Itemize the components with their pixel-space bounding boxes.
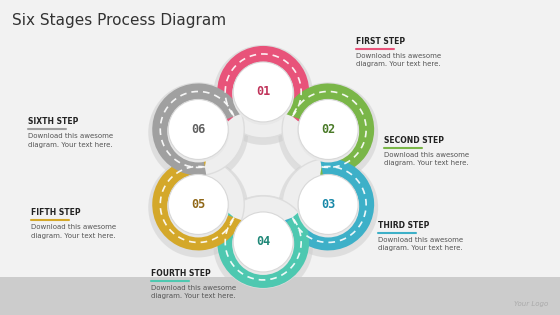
Wedge shape bbox=[152, 158, 241, 250]
Wedge shape bbox=[217, 212, 309, 288]
Text: 03: 03 bbox=[321, 198, 335, 211]
Text: 02: 02 bbox=[321, 123, 335, 136]
Circle shape bbox=[298, 100, 358, 159]
Circle shape bbox=[168, 175, 228, 234]
Text: Six Stages Process Diagram: Six Stages Process Diagram bbox=[12, 13, 226, 28]
Circle shape bbox=[278, 83, 378, 182]
Circle shape bbox=[217, 46, 309, 138]
Text: 01: 01 bbox=[256, 85, 270, 99]
Text: THIRD STEP: THIRD STEP bbox=[378, 221, 430, 230]
Wedge shape bbox=[285, 158, 374, 250]
Circle shape bbox=[297, 100, 359, 163]
Circle shape bbox=[148, 158, 248, 257]
Circle shape bbox=[167, 100, 229, 163]
Circle shape bbox=[233, 62, 293, 122]
Circle shape bbox=[168, 100, 228, 159]
Text: FIFTH STEP: FIFTH STEP bbox=[31, 208, 81, 217]
Bar bbox=[0, 279, 560, 315]
Circle shape bbox=[298, 175, 358, 234]
Text: FIRST STEP: FIRST STEP bbox=[356, 37, 405, 46]
Circle shape bbox=[152, 83, 244, 175]
Circle shape bbox=[217, 196, 309, 288]
Circle shape bbox=[232, 63, 294, 125]
Circle shape bbox=[233, 212, 293, 272]
Circle shape bbox=[232, 213, 294, 275]
Text: Download this awesome
diagram. Your text here.: Download this awesome diagram. Your text… bbox=[28, 133, 113, 147]
Bar bbox=[0, 277, 560, 315]
Text: Download this awesome
diagram. Your text here.: Download this awesome diagram. Your text… bbox=[384, 152, 469, 166]
Wedge shape bbox=[217, 46, 309, 122]
Text: Download this awesome
diagram. Your text here.: Download this awesome diagram. Your text… bbox=[151, 285, 236, 299]
Circle shape bbox=[282, 158, 374, 250]
Text: 05: 05 bbox=[191, 198, 206, 211]
Circle shape bbox=[278, 158, 378, 257]
Text: Download this awesome
diagram. Your text here.: Download this awesome diagram. Your text… bbox=[31, 224, 116, 239]
Text: FOURTH STEP: FOURTH STEP bbox=[151, 269, 211, 278]
Wedge shape bbox=[285, 83, 374, 175]
Circle shape bbox=[167, 175, 229, 238]
Circle shape bbox=[213, 195, 313, 295]
Text: 06: 06 bbox=[191, 123, 206, 136]
Text: Download this awesome
diagram. Your text here.: Download this awesome diagram. Your text… bbox=[356, 53, 441, 67]
Text: Your Logo: Your Logo bbox=[514, 301, 548, 307]
Text: SIXTH STEP: SIXTH STEP bbox=[28, 117, 78, 126]
Circle shape bbox=[152, 158, 244, 250]
Circle shape bbox=[282, 83, 374, 175]
Circle shape bbox=[213, 45, 313, 145]
Circle shape bbox=[297, 175, 359, 238]
Text: SECOND STEP: SECOND STEP bbox=[384, 136, 444, 145]
Wedge shape bbox=[152, 83, 241, 175]
Circle shape bbox=[148, 83, 248, 182]
Text: 04: 04 bbox=[256, 235, 270, 249]
Text: Download this awesome
diagram. Your text here.: Download this awesome diagram. Your text… bbox=[378, 237, 463, 251]
